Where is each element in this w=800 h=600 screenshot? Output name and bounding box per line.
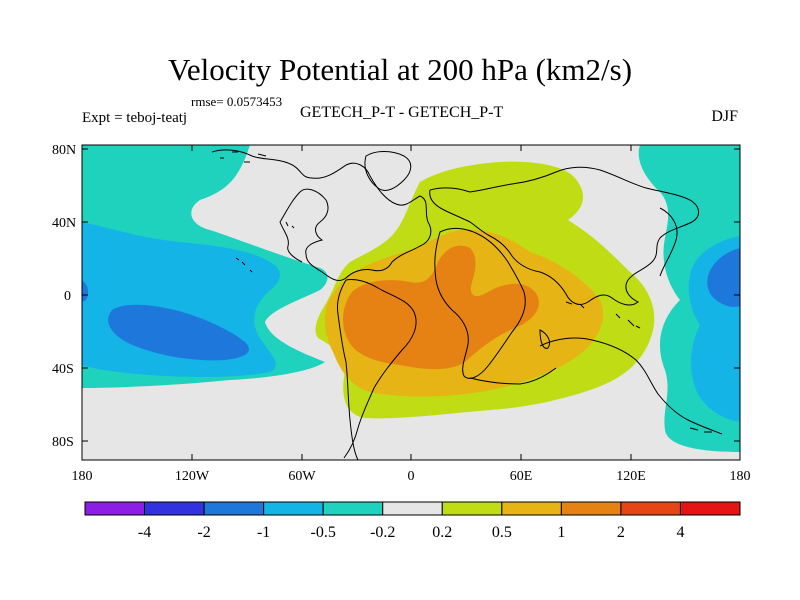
- x-tick-label: 180: [730, 469, 751, 484]
- colorbar-swatch: [322, 501, 384, 516]
- x-tick-label: 180: [72, 469, 93, 484]
- colorbar-swatch: [679, 501, 741, 516]
- colorbar-swatch: [560, 501, 622, 516]
- colorbar-swatch: [263, 501, 324, 516]
- y-tick-marks: [82, 148, 740, 442]
- colorbar-label: 1: [557, 524, 565, 541]
- colorbar-label: -0.5: [311, 524, 336, 541]
- contour-neg-strong-east: [707, 248, 740, 307]
- colorbar-swatch: [203, 501, 265, 516]
- contour-neg-strong-west: [108, 304, 249, 361]
- map-plot-area: [82, 145, 740, 460]
- colorbar-swatch: [84, 501, 146, 516]
- colorbar-label: -4: [138, 524, 151, 541]
- rmse-label: rmse= 0.0573453: [191, 94, 283, 109]
- x-tick-label: 0: [408, 469, 415, 484]
- x-tick-label: 120E: [616, 469, 646, 484]
- colorbar-label: -2: [197, 524, 210, 541]
- colorbar-swatch: [382, 501, 443, 516]
- y-tick-label: 40S: [52, 362, 74, 377]
- colorbar-label: 0.5: [492, 524, 512, 541]
- x-tick-marks: [81, 145, 741, 460]
- y-tick-label: 0: [64, 289, 71, 304]
- colorbar-swatch: [501, 501, 562, 516]
- colorbar-swatch: [144, 501, 205, 516]
- colorbar-label: -0.2: [370, 524, 395, 541]
- y-tick-label: 80N: [52, 143, 76, 158]
- subtitle: GETECH_P-T - GETECH_P-T: [300, 104, 504, 121]
- y-tick-label: 80S: [52, 435, 74, 450]
- colorbar-label: 0.2: [432, 524, 452, 541]
- colorbar-swatch: [620, 501, 681, 516]
- season-label: DJF: [711, 108, 738, 125]
- y-tick-labels: 80N 40N 0 40S 80S: [52, 143, 76, 450]
- contour-neg-strong-edge: [82, 280, 89, 302]
- x-tick-label: 60E: [510, 469, 533, 484]
- colorbar-label: 4: [676, 524, 684, 541]
- colorbar-label: -1: [257, 524, 270, 541]
- y-tick-label: 40N: [52, 216, 76, 231]
- contour-pos-strong: [343, 245, 539, 370]
- page-title: Velocity Potential at 200 hPa (km2/s): [167, 52, 633, 87]
- colorbar-label: 2: [617, 524, 625, 541]
- x-tick-label: 60W: [288, 469, 316, 484]
- colorbar-swatch: [441, 501, 503, 516]
- x-tick-label: 120W: [175, 469, 210, 484]
- coastlines: [211, 149, 723, 460]
- colorbar: -4 -2 -1 -0.5 -0.2 0.2 0.5 1 2 4: [84, 501, 741, 541]
- experiment-label: Expt = teboj-teatj: [82, 110, 188, 126]
- x-tick-labels: 180 120W 60W 0 60E 120E 180: [72, 469, 751, 484]
